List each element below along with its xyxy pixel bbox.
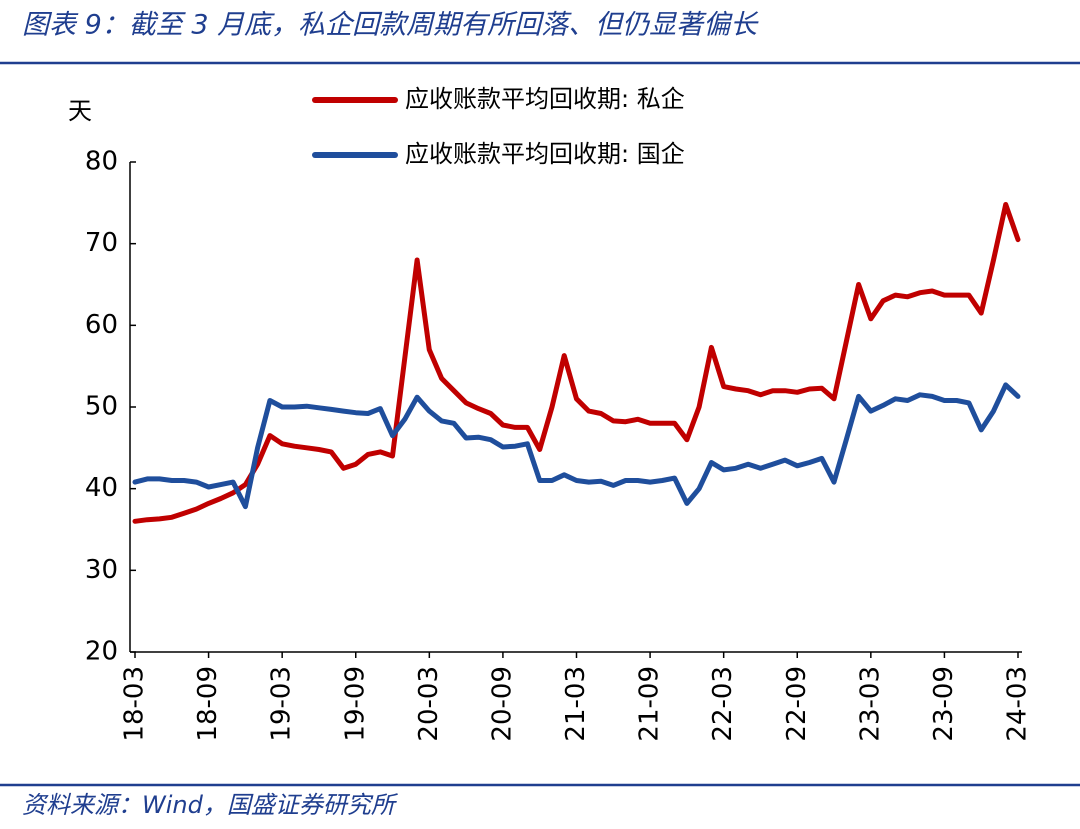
x-tick-label: 22-09 — [782, 666, 812, 742]
x-tick-label: 18-09 — [193, 666, 223, 742]
legend-label: 应收账款平均回收期: 私企 — [405, 85, 685, 113]
y-tick-label: 60 — [85, 310, 118, 340]
x-tick-label: 19-03 — [267, 666, 297, 742]
source: 资料来源：Wind，国盛证券研究所 — [22, 791, 399, 819]
x-tick-label: 20-09 — [487, 666, 517, 742]
y-tick-label: 30 — [85, 555, 118, 585]
x-tick-label: 23-09 — [929, 666, 959, 742]
series-line — [132, 202, 1021, 524]
y-tick-label: 70 — [85, 228, 118, 258]
x-tick-label: 18-03 — [120, 666, 150, 742]
x-tick-label: 19-09 — [340, 666, 370, 742]
x-tick-label: 22-03 — [708, 666, 738, 742]
y-tick-label: 50 — [85, 392, 118, 422]
chart-title: 图表 9：截至 3 月底，私企回款周期有所回落、但仍显著偏长 — [22, 10, 759, 41]
x-tick-label: 21-09 — [635, 666, 665, 742]
x-tick-label: 23-03 — [855, 666, 885, 742]
y-tick-label: 80 — [85, 147, 118, 177]
y-axis-label: 天 — [68, 97, 92, 125]
legend-label: 应收账款平均回收期: 国企 — [405, 140, 685, 168]
series-line — [132, 382, 1021, 510]
x-tick-label: 21-03 — [561, 666, 591, 742]
y-tick-label: 20 — [85, 637, 118, 667]
y-tick-label: 40 — [85, 473, 118, 503]
x-tick-label: 24-03 — [1003, 666, 1033, 742]
x-tick-label: 20-03 — [414, 666, 444, 742]
